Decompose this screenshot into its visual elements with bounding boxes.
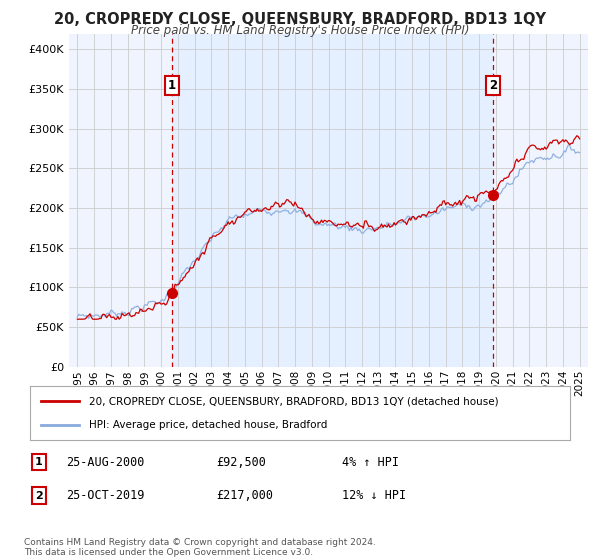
- Text: £217,000: £217,000: [216, 489, 273, 502]
- Text: 2: 2: [489, 78, 497, 92]
- Bar: [172, 34, 493, 367]
- Text: 25-AUG-2000: 25-AUG-2000: [66, 455, 145, 469]
- Text: £92,500: £92,500: [216, 455, 266, 469]
- Text: Contains HM Land Registry data © Crown copyright and database right 2024.
This d: Contains HM Land Registry data © Crown c…: [24, 538, 376, 557]
- Text: 20, CROPREDY CLOSE, QUEENSBURY, BRADFORD, BD13 1QY (detached house): 20, CROPREDY CLOSE, QUEENSBURY, BRADFORD…: [89, 396, 499, 407]
- Text: 25-OCT-2019: 25-OCT-2019: [66, 489, 145, 502]
- Text: 12% ↓ HPI: 12% ↓ HPI: [342, 489, 406, 502]
- Text: 2: 2: [35, 491, 43, 501]
- Text: 1: 1: [35, 457, 43, 467]
- Text: HPI: Average price, detached house, Bradford: HPI: Average price, detached house, Brad…: [89, 419, 328, 430]
- Text: Price paid vs. HM Land Registry's House Price Index (HPI): Price paid vs. HM Land Registry's House …: [131, 24, 469, 36]
- Text: 1: 1: [168, 78, 176, 92]
- Text: 4% ↑ HPI: 4% ↑ HPI: [342, 455, 399, 469]
- Text: 20, CROPREDY CLOSE, QUEENSBURY, BRADFORD, BD13 1QY: 20, CROPREDY CLOSE, QUEENSBURY, BRADFORD…: [54, 12, 546, 27]
